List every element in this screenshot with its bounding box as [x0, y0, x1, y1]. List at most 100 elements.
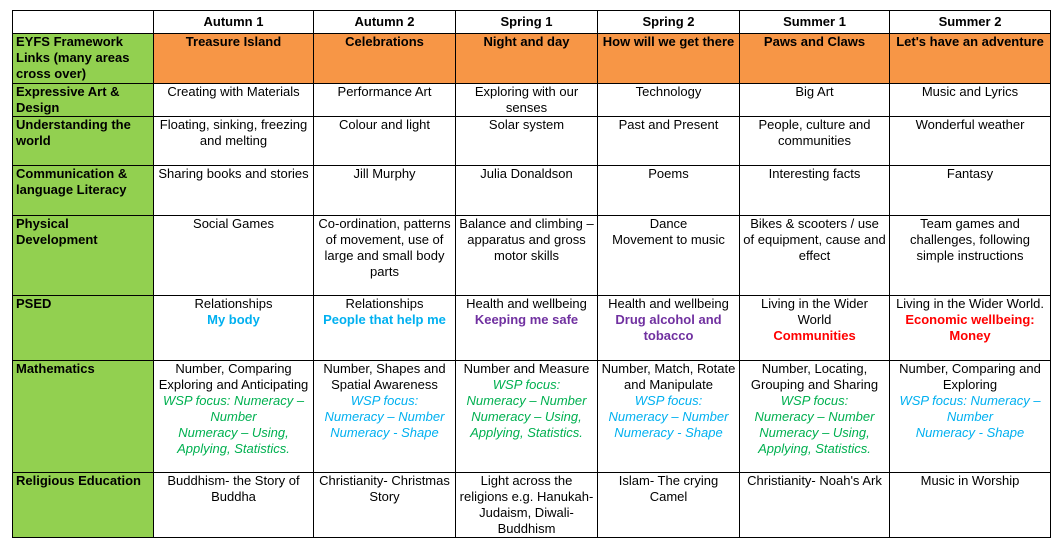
cell-line: Social Games [193, 216, 274, 232]
table-row: Understanding the world Floating, sinking… [12, 116, 1051, 166]
cell-line: Numeracy – Number [324, 409, 445, 424]
cell: Big Art [739, 83, 890, 117]
cell-line: Music and Lyrics [921, 84, 1019, 100]
term-header: Summer 2 [889, 10, 1051, 34]
term-header: Autumn 2 [313, 10, 456, 34]
cell-line: Co-ordination, patterns of movement, use… [318, 216, 451, 280]
row-label: EYFS Framework Links (many areas cross o… [12, 33, 154, 84]
cell-line: Exploring with our senses [474, 84, 579, 116]
cell-line: Performance Art [337, 84, 432, 100]
cell: Sharing books and stories [153, 165, 314, 216]
cell-line: Health and wellbeing [608, 296, 729, 312]
table-body: Autumn 1 Autumn 2 Spring 1 Spring 2 Summer 1… [12, 10, 1051, 538]
cell-line: Treasure Island [185, 34, 282, 50]
cell-line: People that help me [323, 312, 446, 327]
cell-line: Team games and challenges, following sim… [910, 216, 1030, 264]
cell-line: Drug alcohol and tobacco [615, 312, 722, 343]
term-header: Spring 1 [455, 10, 598, 34]
cell: Exploring with our senses [455, 83, 598, 117]
cell: Technology [597, 83, 740, 117]
cell-line: Bikes & scooters / use of equipment, cau… [743, 216, 886, 264]
cell-line: Let's have an adventure [896, 34, 1044, 50]
cell-line: Numeracy - Shape [614, 425, 723, 440]
cell: Team games and challenges, following sim… [889, 215, 1051, 296]
cell-line: Light across the religions e.g. Hanukah-… [459, 473, 594, 537]
cell-line: Wonderful weather [915, 117, 1025, 133]
table-row: PSED Relationships My body Relationships Peo… [12, 295, 1051, 361]
row-label: Religious Education [12, 472, 154, 538]
term-header: Autumn 1 [153, 10, 314, 34]
cell-line: Big Art [795, 84, 834, 100]
cell: Let's have an adventure [889, 33, 1051, 84]
cell: Paws and Claws [739, 33, 890, 84]
cell: Social Games [153, 215, 314, 296]
table-row: Religious Education Buddhism- the Story o… [12, 472, 1051, 538]
cell: Wonderful weather [889, 116, 1051, 166]
cell-line: Fantasy [946, 166, 994, 182]
row-label: Expressive Art & Design [12, 83, 154, 117]
table-row: EYFS Framework Links (many areas cross o… [12, 33, 1051, 84]
cell: Number, Comparing Exploring and Anticipa… [153, 360, 314, 473]
cell: Past and Present [597, 116, 740, 166]
cell-line: Poems [648, 166, 689, 182]
cell: Relationships People that help me [313, 295, 456, 361]
cell-line: Jill Murphy [353, 166, 416, 182]
cell: Solar system [455, 116, 598, 166]
cell-line: Relationships [194, 296, 273, 312]
cell-line: Music in Worship [920, 473, 1020, 489]
cell: Night and day [455, 33, 598, 84]
cell: Creating with Materials [153, 83, 314, 117]
row-label: Physical Development [12, 215, 154, 296]
cell: Interesting facts [739, 165, 890, 216]
cell-line: Number, Match, Rotate and Manipulate [601, 361, 736, 393]
table-row: Communication & language Literacy Sharing… [12, 165, 1051, 216]
cell: Health and wellbeing Drug alcohol and tob… [597, 295, 740, 361]
cell: Number, Match, Rotate and Manipulate WSP … [597, 360, 740, 473]
cell: Bikes & scooters / use of equipment, cau… [739, 215, 890, 296]
corner-cell [12, 10, 154, 34]
cell: Celebrations [313, 33, 456, 84]
cell-line: Paws and Claws [763, 34, 866, 50]
table-row: Mathematics Number, Comparing Exploring a… [12, 360, 1051, 473]
cell: Number, Locating, Grouping and Sharing WS… [739, 360, 890, 473]
cell: Christianity- Noah's Ark [739, 472, 890, 538]
row-label: Communication & language Literacy [12, 165, 154, 216]
cell: Julia Donaldson [455, 165, 598, 216]
table-row: Expressive Art & Design Creating with Mat… [12, 83, 1051, 117]
cell-line: Christianity- Noah's Ark [747, 473, 882, 489]
cell-line: Living in the Wider World. [896, 296, 1044, 312]
cell: How will we get there [597, 33, 740, 84]
cell-line: Number, Comparing and Exploring [899, 361, 1041, 393]
cell: Co-ordination, patterns of movement, use… [313, 215, 456, 296]
cell-line: WSP focus: [780, 393, 849, 408]
cell-line: Balance and climbing – apparatus and gro… [459, 216, 594, 264]
cell: Islam- The crying Camel [597, 472, 740, 538]
cell-line: Buddhism- the Story of Buddha [167, 473, 300, 505]
term-header: Summer 1 [739, 10, 890, 34]
cell: Music and Lyrics [889, 83, 1051, 117]
cell-line: Celebrations [345, 34, 424, 50]
cell-line: My body [207, 312, 260, 327]
cell: People, culture and communities [739, 116, 890, 166]
cell: Number, Shapes and Spatial Awareness WSP … [313, 360, 456, 473]
cell-line: WSP focus: [634, 393, 703, 408]
cell-line: How will we get there [602, 34, 735, 50]
cell: Buddhism- the Story of Buddha [153, 472, 314, 538]
cell-line: Technology [635, 84, 702, 100]
cell-line: Numeracy – Using, Applying, Statistics. [758, 425, 871, 456]
cell: Poems [597, 165, 740, 216]
cell-line: Number, Shapes and Spatial Awareness [323, 361, 446, 393]
cell-line: Health and wellbeing [466, 296, 587, 312]
term-header: Spring 2 [597, 10, 740, 34]
cell: Relationships My body [153, 295, 314, 361]
cell: Light across the religions e.g. Hanukah-… [455, 472, 598, 538]
cell-line: Communities [773, 328, 856, 343]
row-label: PSED [12, 295, 154, 361]
cell: Dance Movement to music [597, 215, 740, 296]
cell-line: Numeracy – Number [608, 409, 729, 424]
cell: Jill Murphy [313, 165, 456, 216]
cell: Number and Measure WSP focus: Numeracy – N… [455, 360, 598, 473]
cell-line: Numeracy - Shape [915, 425, 1025, 440]
cell-line: Numeracy - Shape [330, 425, 439, 440]
